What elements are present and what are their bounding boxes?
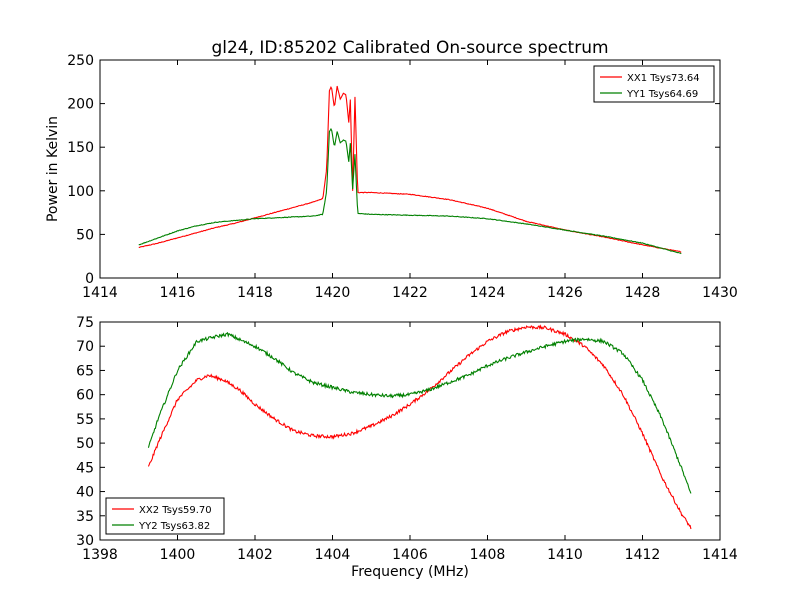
x-tick-label: 1428 xyxy=(625,285,661,301)
y-tick-label: 60 xyxy=(76,388,94,404)
y-tick-label: 65 xyxy=(76,363,94,379)
x-tick-label: 1402 xyxy=(237,547,273,563)
y-tick-label: 75 xyxy=(76,315,94,331)
x-tick-label: 1426 xyxy=(547,285,583,301)
legend-box xyxy=(593,65,715,103)
y-tick-label: 70 xyxy=(76,339,94,355)
y-tick-label: 40 xyxy=(76,485,94,501)
x-tick-label: 1424 xyxy=(470,285,506,301)
series-line-1-2 xyxy=(138,127,682,255)
y-axis-label: Power in Kelvin xyxy=(45,116,61,222)
x-tick-label: 1398 xyxy=(82,547,118,563)
x-tick-label: 1422 xyxy=(392,285,428,301)
y-tick-label: 50 xyxy=(76,436,94,452)
y-tick-label: 30 xyxy=(76,533,94,549)
legend-label: YY2 Tsys63.82 xyxy=(138,521,210,532)
x-tick-label: 1412 xyxy=(625,547,661,563)
bottom-subplot: 1398 1400 1402 1404 1406 1408 1410 1412 1414 30 35… xyxy=(76,315,738,563)
y-tick-label: 55 xyxy=(76,412,94,428)
legend: XX1 Tsys73.64 YY1 Tsys64.69 xyxy=(593,65,715,103)
chart-title: gl24, ID:85202 Calibrated On-source spec… xyxy=(211,38,608,58)
top-subplot: 1414 1416 1418 1420 1422 1424 1426 1428 1430 0 50 1… xyxy=(67,53,738,301)
y-tick-label: 150 xyxy=(67,140,94,156)
y-tick-label: 200 xyxy=(67,97,94,113)
y-tick-label: 45 xyxy=(76,460,94,476)
legend-label: XX2 Tsys59.70 xyxy=(139,505,212,516)
x-tick-label: 1404 xyxy=(315,547,351,563)
x-tick-label: 1408 xyxy=(470,547,506,563)
x-tick-label: 1414 xyxy=(702,547,738,563)
legend: XX2 Tsys59.70 YY2 Tsys63.82 xyxy=(105,497,225,535)
x-tick-label: 1406 xyxy=(392,547,428,563)
x-tick-label: 1400 xyxy=(160,547,196,563)
y-tick-label: 50 xyxy=(76,227,94,243)
x-axis-label: Frequency (MHz) xyxy=(351,564,469,580)
series-line-2-1 xyxy=(147,324,692,530)
series-line-1-1 xyxy=(138,85,682,253)
x-tick-label: 1420 xyxy=(315,285,351,301)
x-tick-label: 1414 xyxy=(82,285,118,301)
x-tick-label: 1410 xyxy=(547,547,583,563)
x-tick-label: 1418 xyxy=(237,285,273,301)
legend-box xyxy=(105,497,225,535)
y-tick-label: 35 xyxy=(76,509,94,525)
x-tick-label: 1416 xyxy=(160,285,196,301)
y-tick-label: 100 xyxy=(67,184,94,200)
legend-label: YY1 Tsys64.69 xyxy=(626,89,698,100)
legend-label: XX1 Tsys73.64 xyxy=(627,73,700,84)
y-tick-label: 250 xyxy=(67,53,94,69)
series-line-2-2 xyxy=(147,331,692,494)
y-tick-label: 0 xyxy=(85,271,94,287)
x-tick-label: 1430 xyxy=(702,285,738,301)
